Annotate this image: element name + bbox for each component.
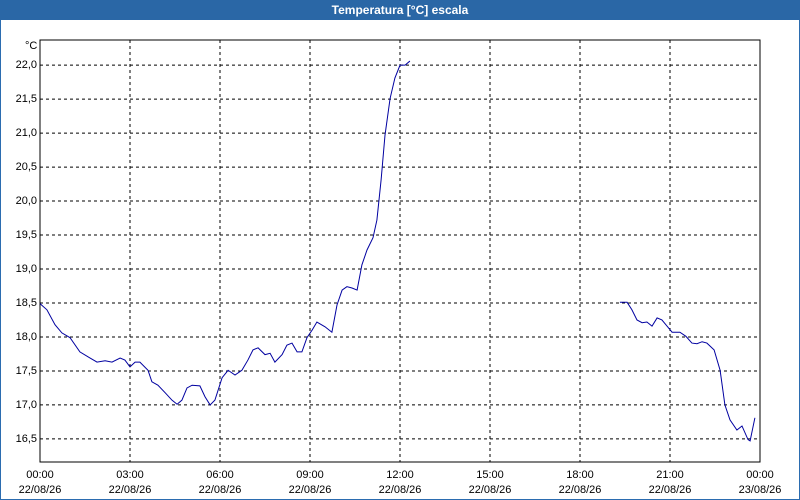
y-tick-label: 17,5 [16,365,37,377]
y-tick-label: 21,0 [16,127,37,139]
y-tick-label: 20,5 [16,161,37,173]
x-tick-label: 21:00 22/08/26 [649,469,692,496]
x-tick-label: 15:00 22/08/26 [469,469,512,496]
y-tick-label: 16,5 [16,433,37,445]
x-tick-label: 00:00 23/08/26 [739,469,782,496]
x-tick-label: 00:00 22/08/26 [19,469,62,496]
y-tick-label: 21,5 [16,93,37,105]
y-tick-label: 22,0 [16,59,37,71]
y-tick-label: 17,0 [16,399,37,411]
y-tick-label: 18,0 [16,331,37,343]
y-tick-label: 19,5 [16,229,37,241]
x-tick-label: 18:00 22/08/26 [559,469,602,496]
x-tick-label: 06:00 22/08/26 [199,469,242,496]
plot-border [39,39,761,463]
y-unit-label: °C [25,40,37,52]
x-tick-label: 09:00 22/08/26 [289,469,332,496]
chart-title: Temperatura [°C] escala [332,3,469,17]
y-tick-label: 19,0 [16,263,37,275]
x-tick-label: 03:00 22/08/26 [109,469,152,496]
y-tick-label: 18,5 [16,297,37,309]
title-bar [0,0,800,20]
y-tick-label: 20,0 [16,195,37,207]
data-line [39,60,756,442]
x-tick-label: 12:00 22/08/26 [379,469,422,496]
